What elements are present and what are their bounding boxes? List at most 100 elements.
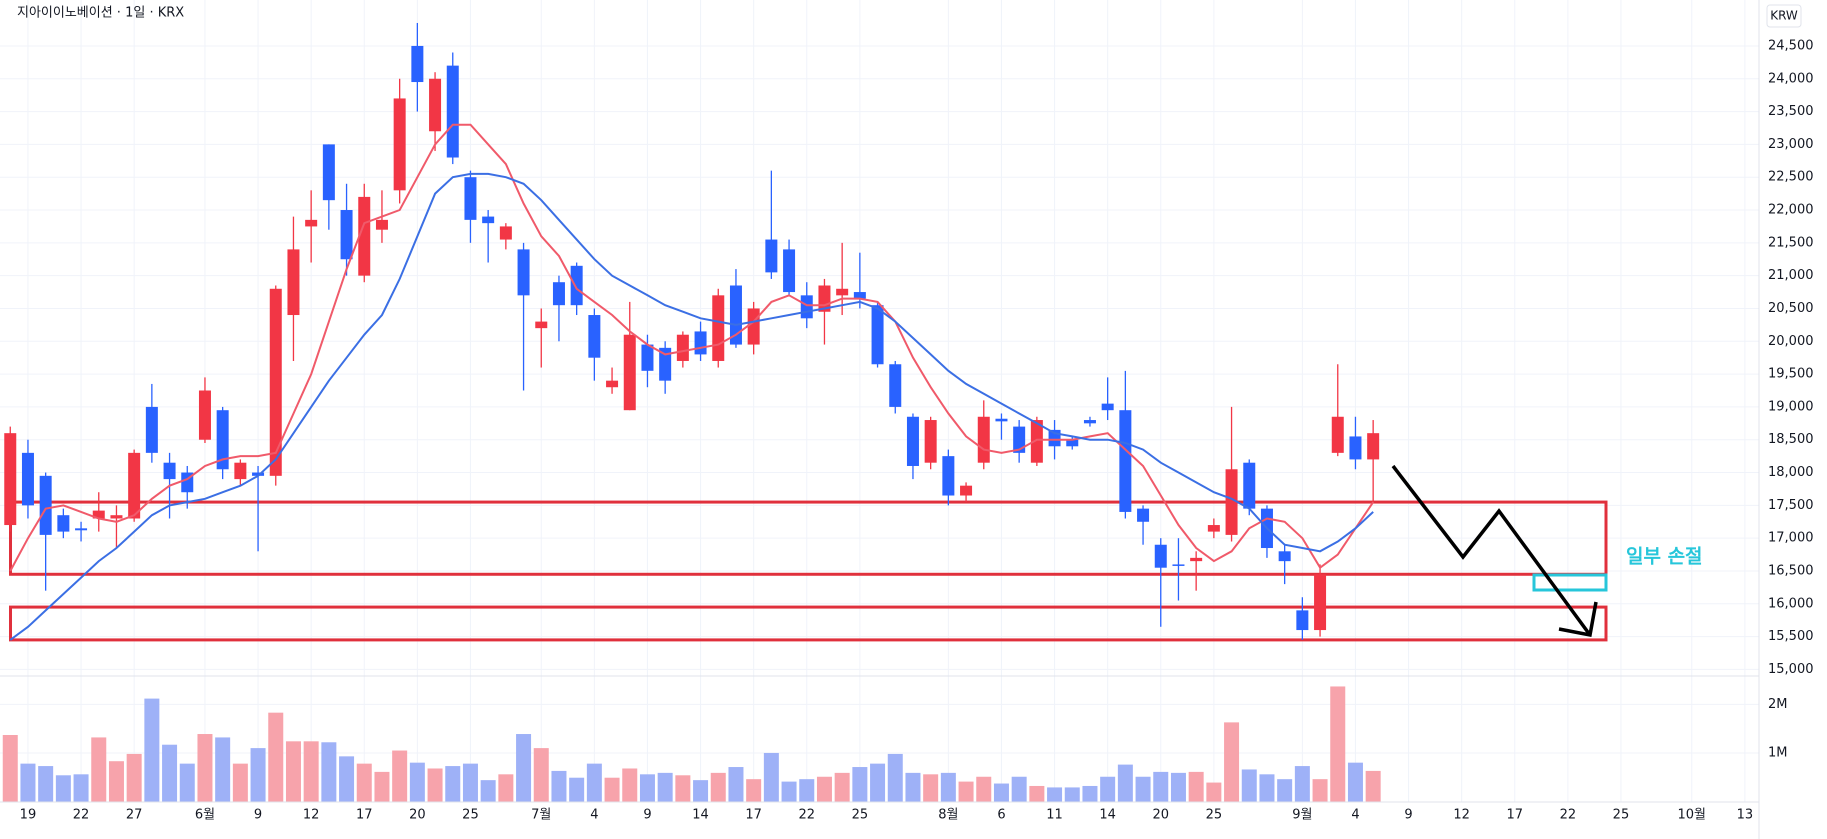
candle-body: [1349, 436, 1362, 460]
volume-bar: [604, 777, 620, 802]
volume-bar: [746, 779, 762, 802]
volume-bar: [1330, 686, 1346, 802]
candle-body: [322, 144, 335, 201]
x-tick-label: 12: [303, 808, 320, 823]
candle-body: [623, 334, 636, 411]
volume-bar: [870, 763, 886, 802]
plot-area: [2, 22, 1608, 802]
volume-bar: [268, 712, 284, 802]
candle-body: [995, 418, 1008, 422]
volume-bar: [427, 768, 443, 802]
candle-body: [216, 410, 229, 470]
volume-bar: [1047, 787, 1063, 802]
currency-box: [1766, 4, 1802, 28]
volume-bar: [816, 776, 832, 802]
candle-body: [1066, 439, 1079, 447]
x-tick-label: 11: [1046, 808, 1063, 823]
volume-bar: [693, 780, 709, 802]
volume-bar: [993, 783, 1009, 802]
x-tick-label: 25: [1206, 808, 1223, 823]
volume-bar: [480, 780, 496, 802]
volume-bar: [569, 777, 585, 802]
x-tick-label: 7월: [531, 808, 551, 823]
candle-body: [499, 226, 512, 240]
candle-body: [712, 295, 725, 361]
volume-bar: [1277, 779, 1293, 802]
stop-box: [1532, 573, 1608, 592]
candle-body: [429, 78, 442, 132]
drawings: [1391, 464, 1608, 638]
y-tick-label: 23,000: [1768, 137, 1814, 152]
volume-bar: [73, 774, 89, 802]
candle-body: [1137, 508, 1150, 522]
volume-bar: [887, 753, 903, 802]
volume-bar: [728, 767, 744, 802]
candle-body: [1331, 416, 1344, 453]
candle-body: [482, 216, 495, 224]
volume-bar: [710, 772, 726, 802]
volume-bar: [905, 772, 921, 802]
volume-bar: [657, 772, 673, 802]
y-tick-label: 15,000: [1768, 662, 1814, 677]
candle-body: [924, 420, 937, 463]
candle-body: [1278, 551, 1291, 562]
volume-bar: [2, 734, 18, 802]
x-tick-label: 20: [409, 808, 426, 823]
x-tick-label: 9월: [1292, 808, 1312, 823]
candle-body: [906, 416, 919, 466]
currency: KRW: [1770, 9, 1798, 23]
y-tick-label: 21,000: [1768, 268, 1814, 283]
x-tick-label: 13: [1737, 808, 1754, 823]
y-tick-label: 16,500: [1768, 563, 1814, 578]
y-tick-label: 23,500: [1768, 104, 1814, 119]
candle-body: [783, 249, 796, 293]
candle-body: [375, 219, 388, 230]
candle-body: [446, 65, 459, 158]
volume-bar: [445, 766, 461, 802]
x-tick-label: 9: [1404, 808, 1412, 823]
candle-body: [1030, 420, 1043, 463]
support-zone: [9, 500, 1608, 576]
candle-body: [977, 416, 990, 463]
volume-bar: [339, 756, 355, 802]
candle-body: [747, 308, 760, 345]
volume-bar: [20, 763, 36, 802]
volume-bar: [1135, 776, 1151, 802]
volume-bar: [1117, 764, 1133, 802]
volume-bar: [91, 737, 107, 802]
volume-bar: [1312, 779, 1328, 802]
candle-body: [198, 390, 211, 440]
candle-body: [4, 433, 17, 526]
arrow-head: [1558, 601, 1598, 638]
candle-body: [128, 452, 141, 519]
x-tick-label: 14: [692, 808, 709, 823]
candle-body: [1225, 469, 1238, 535]
chart-title: 지아이이노베이션 · 1일 · KRX: [17, 6, 184, 21]
candle-body: [92, 510, 105, 519]
volume-bar: [1241, 769, 1257, 802]
candle-body: [1243, 462, 1256, 509]
volume-bar: [976, 776, 992, 802]
moving-average-line: [9, 172, 1374, 641]
y-tick-label: 24,000: [1768, 71, 1814, 86]
volume-bar: [622, 768, 638, 802]
y-tick-label: 20,500: [1768, 301, 1814, 316]
volume-bar: [1188, 771, 1204, 802]
candle-body: [234, 462, 247, 480]
volume-bar: [55, 775, 71, 802]
volume-bar: [1082, 785, 1098, 802]
volume-bar: [392, 750, 408, 802]
candle-body: [588, 315, 601, 358]
volume-bar: [1347, 762, 1363, 802]
candle-body: [729, 285, 742, 345]
candle-body: [1083, 420, 1096, 424]
volume-bar: [144, 698, 160, 802]
candle-body: [694, 331, 707, 355]
volume-bar: [940, 772, 956, 802]
x-tick-label: 17: [1506, 808, 1523, 823]
volume-bar: [781, 781, 797, 802]
candle-body: [1367, 433, 1380, 460]
y-tick-label: 15,500: [1768, 629, 1814, 644]
candle-body: [1101, 403, 1114, 411]
x-tick-label: 9: [254, 808, 262, 823]
